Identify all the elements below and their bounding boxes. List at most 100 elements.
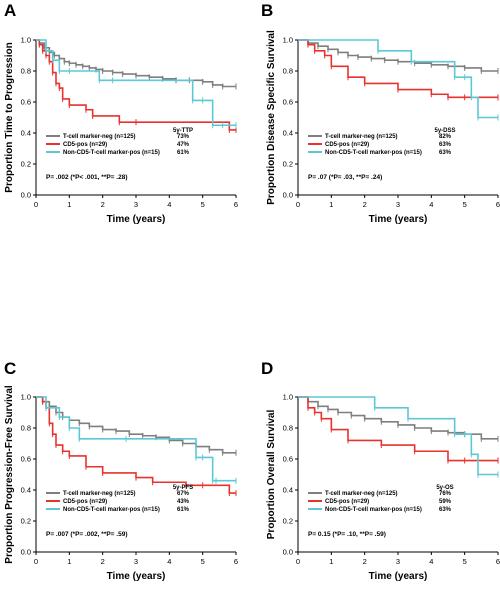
panel-letter: A (4, 1, 16, 20)
y-tick-label: 1.0 (21, 393, 31, 402)
legend-percent: 59% (439, 499, 452, 505)
legend-label: T-cell marker-neg (n=125) (325, 491, 398, 497)
panel-letter: C (4, 359, 16, 378)
y-tick-label: 0.4 (283, 129, 293, 138)
x-tick-label: 2 (101, 557, 105, 566)
panel-letter: D (261, 359, 273, 378)
x-tick-label: 6 (496, 557, 500, 566)
x-tick-label: 5 (463, 557, 467, 566)
x-tick-label: 4 (167, 557, 171, 566)
y-tick-label: 0.6 (21, 455, 31, 464)
km-curve-non-cd5 (36, 39, 236, 127)
x-tick-label: 0 (296, 200, 300, 209)
x-tick-label: 1 (67, 557, 71, 566)
km-curve-tcell-neg (36, 396, 236, 454)
legend-label: Non-CD5-T-cell marker-pos (n=15) (63, 150, 160, 156)
legend-label: T-cell marker-neg (n=125) (63, 491, 136, 497)
x-tick-label: 0 (34, 557, 38, 566)
km-panel-a: A 0 1 2 3 4 5 6 0.0 0.2 0.4 0.6 0.8 1.0 Time (years) Pr… (4, 1, 238, 225)
y-axis-title: Proportion Disease Specific Survival (266, 30, 277, 205)
legend-label: Non-CD5-T-cell marker-pos (n=15) (63, 507, 160, 513)
y-tick-label: 0.2 (283, 517, 293, 526)
y-tick-label: 0.6 (283, 455, 293, 464)
y-tick-label: 0.4 (21, 486, 31, 495)
km-curve-tcell-neg (298, 39, 498, 72)
km-panel-d: D 0 1 2 3 4 5 6 0.0 0.2 0.4 0.6 0.8 1.0 Time (years) Pr… (261, 359, 500, 582)
x-axis-title: Time (years) (107, 214, 166, 225)
x-tick-label: 2 (363, 200, 367, 209)
x-tick-label: 3 (134, 557, 138, 566)
legend-header: 5y-OS (436, 485, 453, 491)
x-axis-title: Time (years) (107, 571, 166, 582)
y-tick-label: 0.0 (21, 548, 31, 557)
km-panel-c: C 0 1 2 3 4 5 6 0.0 0.2 0.4 0.6 0.8 1.0 Time (years) Pr… (4, 359, 238, 582)
x-tick-label: 1 (329, 200, 333, 209)
x-tick-label: 5 (463, 200, 467, 209)
y-tick-label: 0.2 (21, 517, 31, 526)
y-tick-label: 1.0 (21, 36, 31, 45)
panel-letter: B (261, 1, 273, 20)
x-axis-title: Time (years) (369, 571, 428, 582)
p-value-text: P= .002 (*P< .001, **P= .28) (46, 174, 128, 181)
y-tick-label: 1.0 (283, 393, 293, 402)
legend-label: CD5-pos (n=29) (325, 499, 369, 505)
x-tick-label: 5 (201, 200, 205, 209)
y-tick-label: 1.0 (283, 36, 293, 45)
x-tick-label: 4 (429, 557, 433, 566)
x-tick-label: 4 (429, 200, 433, 209)
x-tick-label: 3 (134, 200, 138, 209)
x-tick-label: 1 (67, 200, 71, 209)
km-curve-cd5-pos (298, 396, 498, 462)
legend-label: CD5-pos (n=29) (325, 142, 369, 148)
y-tick-label: 0.0 (21, 191, 31, 200)
x-axis-title: Time (years) (369, 214, 428, 225)
y-tick-label: 0.4 (283, 486, 293, 495)
legend-percent: 63% (439, 142, 452, 148)
p-value-text: P= 0.15 (*P= .10, **P= .59) (308, 531, 386, 538)
legend-percent: 63% (439, 150, 452, 156)
p-value-text: P= .07 (*P= .03, **P= .24) (308, 174, 382, 181)
legend-header: 5y-PFS (173, 485, 193, 491)
x-tick-label: 3 (396, 200, 400, 209)
y-tick-label: 0.0 (283, 548, 293, 557)
legend-percent: 67% (177, 491, 190, 497)
y-tick-label: 0.6 (283, 98, 293, 107)
legend-label: CD5-pos (n=29) (63, 499, 107, 505)
x-tick-label: 6 (234, 557, 238, 566)
x-tick-label: 1 (329, 557, 333, 566)
p-value-text: P= .007 (*P= .002, **P= .59) (46, 531, 128, 538)
y-axis-title: Proportion Time to Progression (4, 42, 15, 192)
legend-percent: 61% (177, 507, 190, 513)
legend-percent: 63% (439, 507, 452, 513)
km-panel-b: B 0 1 2 3 4 5 6 0.0 0.2 0.4 0.6 0.8 1.0 Time (years) Pr… (261, 1, 500, 225)
legend-percent: 76% (439, 491, 452, 497)
km-curve-cd5-pos (36, 39, 236, 131)
km-curve-non-cd5 (36, 396, 236, 482)
x-tick-label: 0 (296, 557, 300, 566)
x-tick-label: 5 (201, 557, 205, 566)
y-tick-label: 0.8 (21, 67, 31, 76)
legend-header: 5y-TTP (173, 128, 193, 134)
y-tick-label: 0.8 (283, 424, 293, 433)
y-axis-title: Proportion Overall Survival (266, 410, 277, 540)
x-tick-label: 2 (363, 557, 367, 566)
legend-percent: 82% (439, 134, 452, 140)
x-tick-label: 0 (34, 200, 38, 209)
legend-percent: 73% (177, 134, 190, 140)
legend-percent: 43% (177, 499, 190, 505)
legend-header: 5y-DSS (434, 128, 455, 134)
legend-label: T-cell marker-neg (n=125) (325, 134, 398, 140)
legend-percent: 47% (177, 142, 190, 148)
legend-percent: 61% (177, 150, 190, 156)
y-tick-label: 0.2 (283, 160, 293, 169)
y-tick-label: 0.2 (21, 160, 31, 169)
y-tick-label: 0.6 (21, 98, 31, 107)
x-tick-label: 3 (396, 557, 400, 566)
legend-label: Non-CD5-T-cell marker-pos (n=15) (325, 150, 422, 156)
y-tick-label: 0.8 (21, 424, 31, 433)
y-tick-label: 0.8 (283, 67, 293, 76)
y-tick-label: 0.4 (21, 129, 31, 138)
x-tick-label: 2 (101, 200, 105, 209)
legend-label: Non-CD5-T-cell marker-pos (n=15) (325, 507, 422, 513)
